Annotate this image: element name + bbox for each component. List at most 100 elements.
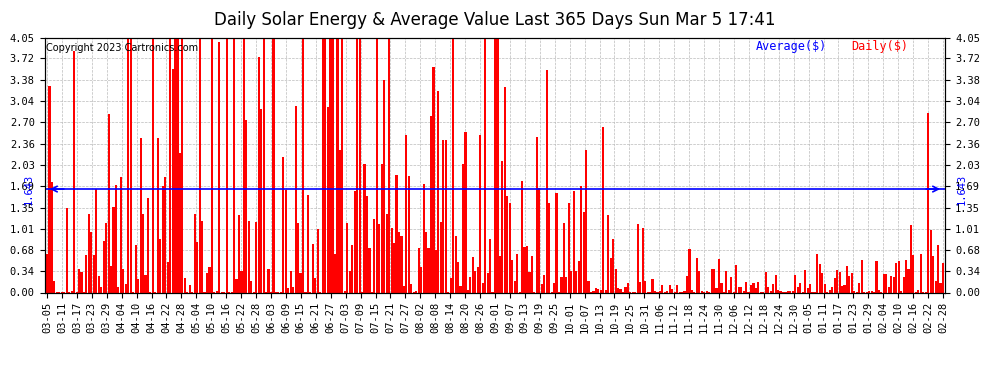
Bar (53, 281, 55, 292)
Bar (356, 38, 358, 292)
Bar (659, 291, 661, 292)
Bar (809, 284, 811, 292)
Bar (90, 232, 92, 292)
Bar (797, 288, 799, 292)
Bar (314, 278, 317, 292)
Bar (496, 38, 499, 292)
Bar (597, 290, 599, 292)
Bar (85, 255, 87, 292)
Bar (216, 291, 218, 292)
Bar (169, 38, 171, 292)
Bar (381, 164, 383, 292)
Bar (728, 291, 730, 292)
Bar (140, 138, 142, 292)
Bar (539, 188, 541, 292)
Bar (509, 203, 511, 292)
Bar (905, 260, 907, 292)
Bar (238, 215, 240, 292)
Bar (933, 256, 935, 292)
Bar (348, 271, 350, 292)
Bar (142, 214, 145, 292)
Bar (651, 279, 653, 292)
Bar (501, 160, 504, 292)
Bar (196, 242, 198, 292)
Bar (545, 70, 547, 292)
Text: Daily Solar Energy & Average Value Last 365 Days Sun Mar 5 17:41: Daily Solar Energy & Average Value Last … (214, 11, 776, 29)
Bar (878, 290, 880, 292)
Bar (848, 276, 850, 292)
Bar (135, 245, 137, 292)
Bar (516, 254, 518, 292)
Bar (115, 184, 117, 292)
Bar (843, 285, 845, 292)
Bar (199, 38, 201, 292)
Bar (287, 288, 289, 292)
Bar (248, 221, 249, 292)
Bar (531, 256, 533, 292)
Bar (484, 38, 486, 292)
Bar (671, 289, 673, 292)
Bar (290, 272, 292, 292)
Bar (243, 38, 245, 292)
Bar (344, 291, 346, 292)
Bar (88, 214, 90, 292)
Bar (366, 196, 368, 292)
Bar (272, 38, 274, 292)
Bar (745, 282, 747, 292)
Bar (860, 260, 863, 292)
Bar (179, 153, 181, 292)
Text: Average($): Average($) (756, 40, 828, 53)
Bar (376, 38, 378, 292)
Bar (853, 291, 855, 292)
Bar (479, 135, 481, 292)
Bar (602, 127, 604, 292)
Bar (640, 282, 642, 292)
Bar (799, 283, 801, 292)
Bar (850, 273, 853, 292)
Bar (918, 290, 920, 292)
Bar (73, 51, 75, 292)
Bar (262, 38, 264, 292)
Bar (570, 272, 572, 292)
Bar (920, 254, 922, 292)
Bar (499, 256, 501, 292)
Bar (137, 279, 140, 292)
Bar (625, 286, 627, 292)
Bar (769, 291, 772, 292)
Bar (610, 258, 612, 292)
Bar (560, 277, 562, 292)
Bar (267, 269, 269, 292)
Bar (452, 38, 454, 292)
Bar (774, 274, 776, 292)
Bar (875, 261, 877, 292)
Bar (433, 67, 435, 292)
Bar (701, 291, 703, 292)
Bar (467, 290, 469, 292)
Bar (110, 266, 112, 292)
Bar (428, 248, 430, 292)
Bar (462, 165, 464, 292)
Bar (738, 287, 740, 292)
Bar (668, 285, 671, 292)
Bar (334, 255, 336, 292)
Bar (113, 207, 115, 292)
Bar (642, 228, 644, 292)
Bar (486, 273, 489, 292)
Bar (582, 212, 585, 292)
Bar (721, 283, 723, 292)
Bar (726, 272, 728, 292)
Bar (400, 236, 403, 292)
Bar (100, 287, 102, 292)
Bar (440, 222, 442, 292)
Bar (246, 120, 248, 292)
Bar (565, 278, 567, 292)
Bar (464, 132, 466, 292)
Bar (46, 254, 49, 292)
Bar (937, 245, 940, 292)
Bar (233, 38, 236, 292)
Bar (181, 38, 183, 292)
Bar (474, 271, 476, 292)
Bar (420, 267, 422, 292)
Bar (98, 276, 100, 292)
Bar (575, 271, 577, 292)
